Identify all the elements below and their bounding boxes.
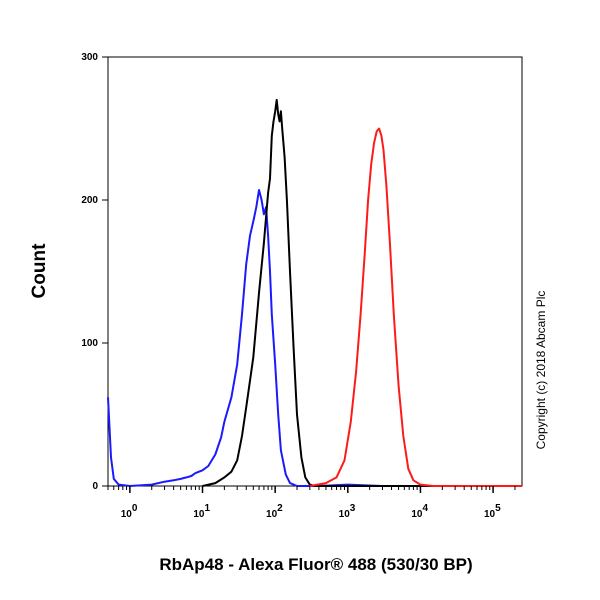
x-tick-label: 10 [484,509,496,520]
y-axis-title: Count [29,243,50,299]
copyright-text: Copyright (c) 2018 Abcam Plc [534,291,548,450]
x-tick-exponent: 1 [205,503,211,514]
series-line-1 [107,189,522,487]
y-tick-label: 0 [92,481,98,492]
y-tick-label: 200 [81,195,98,206]
x-tick-label: 10 [411,509,423,520]
x-tick-label: 10 [266,509,278,520]
y-tick-label: 100 [81,338,98,349]
x-tick-label: 10 [121,509,133,520]
y-tick-label: 300 [81,52,98,63]
x-tick-exponent: 5 [495,503,501,514]
series-line-2 [202,98,522,487]
x-tick-label: 10 [339,509,351,520]
x-tick-exponent: 4 [422,503,428,514]
series-layer [107,98,522,487]
series-line-3 [309,127,522,487]
plot-frame [107,56,523,487]
x-tick-exponent: 2 [277,503,283,514]
x-tick-label: 10 [193,509,205,520]
y-axis: 0 100 200 300 [81,52,108,492]
x-axis-title: RbAp48 - Alexa Fluor® 488 (530/30 BP) [159,555,472,574]
x-tick-exponent: 3 [350,503,356,514]
x-tick-exponent: 0 [132,503,138,514]
